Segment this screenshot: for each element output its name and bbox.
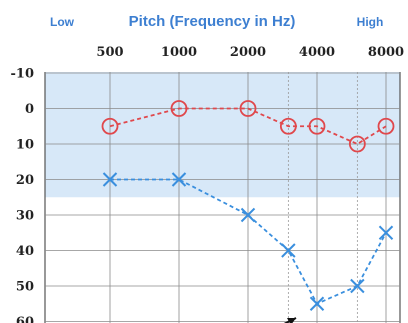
cross-stroke bbox=[240, 207, 256, 223]
data-point-cross bbox=[378, 225, 394, 240]
y-tick-label: 20 bbox=[16, 173, 34, 188]
cross-stroke bbox=[378, 225, 394, 240]
y-tick-label: 0 bbox=[25, 102, 34, 117]
high-label: High bbox=[357, 15, 384, 29]
y-tick-label: 50 bbox=[16, 280, 34, 295]
y-tick-label: 40 bbox=[16, 244, 34, 259]
x-tick-label: 500 bbox=[96, 45, 123, 60]
data-point-circle bbox=[279, 117, 297, 135]
series-cross bbox=[102, 172, 394, 311]
low-label: Low bbox=[50, 15, 75, 29]
cross-stroke bbox=[281, 243, 296, 258]
y-tick-label: 10 bbox=[16, 138, 34, 153]
normal-hearing-band bbox=[45, 72, 400, 198]
x-tick-label: 4000 bbox=[299, 45, 335, 60]
cross-stroke bbox=[309, 296, 325, 311]
x-tick-label: 2000 bbox=[230, 45, 266, 60]
cross-stroke bbox=[102, 172, 118, 187]
data-point-circle bbox=[348, 135, 366, 153]
data-point-cross bbox=[350, 278, 365, 294]
y-tick-label: 60 bbox=[16, 315, 34, 323]
y-tick-label: 30 bbox=[16, 209, 34, 224]
x-tick-label: 8000 bbox=[368, 45, 404, 60]
series-circle bbox=[101, 100, 395, 153]
data-point-circle bbox=[308, 117, 326, 135]
data-point-circle bbox=[239, 100, 257, 117]
chart-title: Pitch (Frequency in Hz) bbox=[129, 13, 296, 30]
data-point-cross bbox=[171, 172, 187, 187]
data-point-cross bbox=[240, 207, 256, 223]
x-tick-label: 1000 bbox=[161, 45, 197, 60]
data-point-cross bbox=[281, 243, 296, 258]
data-point-cross bbox=[102, 172, 118, 187]
data-point-circle bbox=[377, 117, 395, 135]
data-point-circle bbox=[101, 117, 119, 135]
data-point-cross bbox=[309, 296, 325, 311]
cross-stroke bbox=[350, 278, 365, 294]
data-point-circle bbox=[170, 100, 188, 117]
cross-stroke bbox=[171, 172, 187, 187]
series-line-circle bbox=[109, 107, 387, 146]
y-tick-label: -10 bbox=[11, 67, 35, 82]
